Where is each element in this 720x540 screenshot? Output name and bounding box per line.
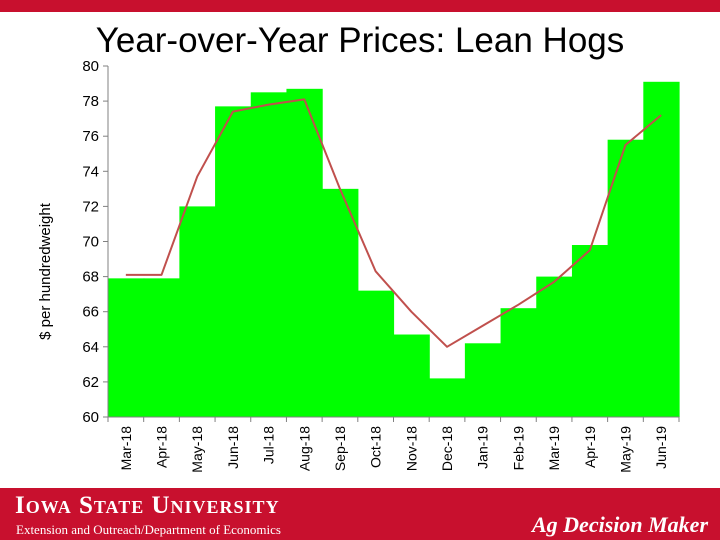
header-bar <box>0 0 720 12</box>
x-tick-label-Apr-18: Apr-18 <box>154 426 170 468</box>
bar-Jan-19 <box>464 343 502 417</box>
y-tick-label: 68 <box>82 269 99 286</box>
y-axis-title: $ per hundredweight <box>37 202 54 340</box>
y-tick-label: 74 <box>82 163 99 180</box>
x-tick-label-May-19: May-19 <box>617 426 633 473</box>
chart-title: Year-over-Year Prices: Lean Hogs <box>95 21 625 60</box>
bar-Sep-18 <box>322 188 359 417</box>
x-tick-label-Oct-18: Oct-18 <box>368 426 384 468</box>
y-tick-label: 80 <box>82 58 99 75</box>
y-tick-label: 70 <box>82 234 99 251</box>
x-tick-label-Jul-18: Jul-18 <box>261 426 277 464</box>
y-tick-label: 60 <box>82 409 99 426</box>
ag-decision-maker-logo: Ag Decision Maker <box>532 512 708 537</box>
y-tick-label: 64 <box>82 339 99 356</box>
x-tick-label-Mar-19: Mar-19 <box>546 426 562 471</box>
department-text: Extension and Outreach/Department of Eco… <box>16 522 281 537</box>
bar-Feb-19 <box>500 308 537 417</box>
bar-Apr-19 <box>571 245 609 417</box>
bar-Jun-18 <box>215 106 252 418</box>
bar-Jun-19 <box>643 81 680 418</box>
y-tick-label: 66 <box>82 304 99 321</box>
x-tick-label-Sep-18: Sep-18 <box>332 426 348 471</box>
price-line <box>125 98 662 348</box>
bar-Mar-18 <box>108 278 145 417</box>
bar-May-18 <box>179 206 216 417</box>
y-tick-label: 76 <box>82 128 99 145</box>
footer-bar <box>0 488 720 540</box>
bar-Oct-18 <box>357 290 395 417</box>
bar-Jul-18 <box>250 92 288 417</box>
bar-Mar-19 <box>536 276 573 417</box>
x-tick-label-Dec-18: Dec-18 <box>439 426 455 471</box>
x-tick-label-Apr-19: Apr-19 <box>582 426 598 468</box>
y-tick-label: 62 <box>82 374 99 391</box>
bar-Nov-18 <box>393 334 430 417</box>
bar-Aug-18 <box>286 88 323 417</box>
bar-Dec-18 <box>429 378 466 417</box>
lean-hog-price-chart: 60 62 64 66 68 70 72 74 76 78 80 Mar-18 Apr-18 May-1… <box>37 58 680 473</box>
university-wordmark: Iowa State University <box>15 492 280 519</box>
bar-Apr-18 <box>143 278 180 417</box>
x-tick-label-Nov-18: Nov-18 <box>403 426 419 471</box>
x-tick-label-Mar-18: Mar-18 <box>118 426 134 471</box>
y-tick-label: 72 <box>82 198 99 215</box>
x-tick-label-Aug-18: Aug-18 <box>296 426 312 471</box>
x-tick-label-Jan-19: Jan-19 <box>475 426 491 469</box>
x-tick-label-May-18: May-18 <box>189 426 205 473</box>
y-tick-label: 78 <box>82 93 99 110</box>
x-tick-label-Jun-18: Jun-18 <box>225 426 241 469</box>
x-tick-label-Feb-19: Feb-19 <box>510 426 526 471</box>
bar-May-19 <box>607 139 644 417</box>
x-tick-label-Jun-19: Jun-19 <box>653 426 669 469</box>
